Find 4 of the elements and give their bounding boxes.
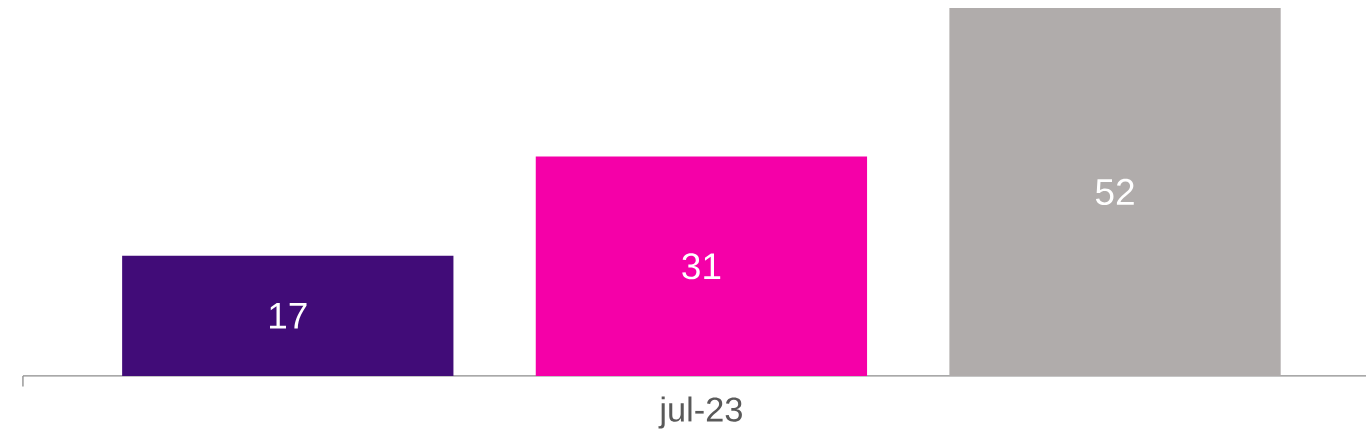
x-tick-label: jul-23: [658, 396, 742, 429]
data-label: 52: [1095, 178, 1134, 205]
data-label: 17: [270, 302, 307, 329]
data-label: 31: [682, 252, 721, 280]
